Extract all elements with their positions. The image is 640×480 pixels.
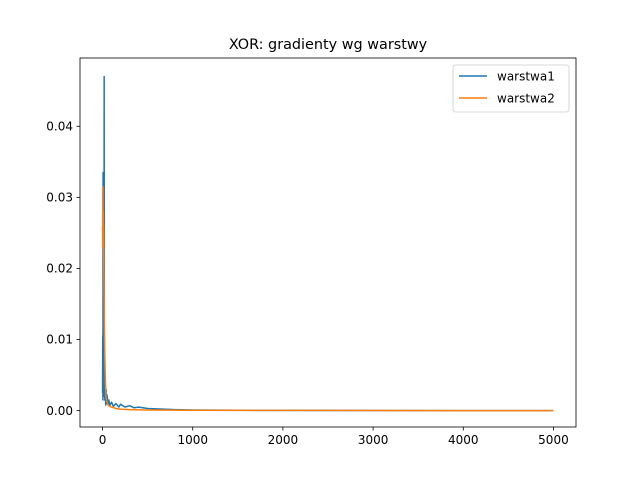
legend: warstwa1 warstwa2 xyxy=(452,64,570,113)
legend-label-warstwa2: warstwa2 xyxy=(497,91,555,105)
chart-title: XOR: gradienty wg warstwy xyxy=(229,37,428,53)
axes-layer: 0 1000 2000 3000 4000 5000 0.00 0.01 0.02 0.03 0.0… xyxy=(46,57,577,447)
y-tick-label: 0.04 xyxy=(46,119,73,133)
x-tick-label: 2000 xyxy=(268,433,299,447)
x-tick-label: 5000 xyxy=(538,433,569,447)
plot-area: 0 1000 2000 3000 4000 5000 0.00 0.01 0.02 0.03 0.0… xyxy=(46,57,577,447)
y-tick-label: 0.03 xyxy=(46,191,73,205)
x-tick-label: 4000 xyxy=(448,433,479,447)
y-tick-label: 0.02 xyxy=(46,262,73,276)
series-layer xyxy=(101,75,554,412)
x-tick-label: 3000 xyxy=(358,433,389,447)
y-tick-label: 0.00 xyxy=(46,404,73,418)
x-tick-label: 0 xyxy=(99,433,107,447)
y-tick-label: 0.01 xyxy=(46,333,73,347)
legend-label-warstwa1: warstwa1 xyxy=(497,69,555,83)
series-line-warstwa1 xyxy=(101,75,554,412)
axes-frame xyxy=(79,57,577,428)
x-tick-label: 1000 xyxy=(177,433,208,447)
series-line-warstwa2 xyxy=(101,185,554,412)
